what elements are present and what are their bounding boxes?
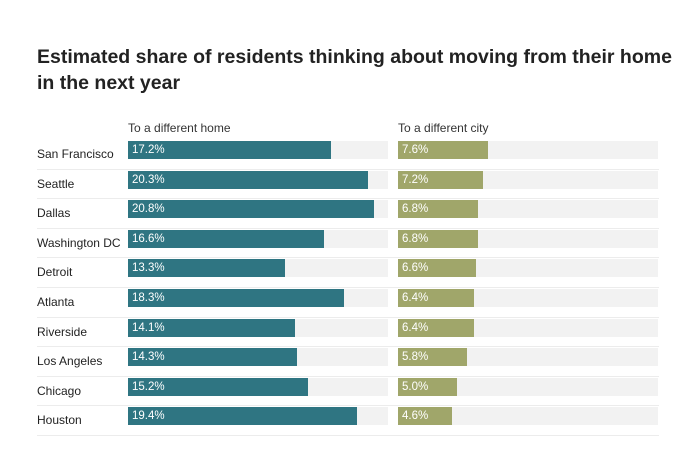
- bar-city: 6.4%: [398, 289, 474, 307]
- bar-track: 15.2%: [128, 377, 388, 396]
- bar-home: 14.1%: [128, 318, 295, 337]
- data-label: 6.4%: [402, 292, 429, 304]
- bar-home: 15.2%: [128, 377, 308, 396]
- category-label: Los Angeles: [37, 354, 103, 369]
- chart-row: Seattle 20.3% 7.2%: [37, 170, 659, 200]
- bar-home: 20.8%: [128, 200, 374, 219]
- chart-row: Atlanta 18.3% 6.4%: [37, 288, 659, 318]
- category-label: Seattle: [37, 176, 75, 191]
- data-label: 6.8%: [402, 203, 429, 216]
- chart-row: Houston 19.4% 4.6%: [37, 406, 659, 436]
- bar-track: 20.3%: [128, 170, 388, 189]
- bar-track: 6.4%: [398, 289, 658, 307]
- chart-row: San Francisco 17.2% 7.6%: [37, 140, 659, 170]
- row-divider: [37, 286, 659, 288]
- row-divider: [37, 346, 659, 348]
- bar-track: 6.8%: [398, 229, 658, 248]
- data-label: 6.8%: [402, 232, 429, 245]
- category-label: Dallas: [37, 206, 71, 221]
- data-label: 17.2%: [132, 144, 165, 156]
- data-label: 15.2%: [132, 380, 165, 393]
- row-divider: [37, 227, 659, 229]
- bar-track: 5.0%: [398, 377, 658, 396]
- data-label: 20.3%: [132, 173, 165, 186]
- data-label: 18.3%: [132, 292, 165, 304]
- bar-track: 6.6%: [398, 259, 658, 278]
- bar-city: 4.6%: [398, 407, 453, 426]
- chart-row: Washington DC 16.6% 6.8%: [37, 229, 659, 259]
- data-label: 7.2%: [402, 173, 429, 186]
- category-label: San Francisco: [37, 147, 114, 161]
- category-label: Washington DC: [37, 235, 121, 250]
- data-label: 16.6%: [132, 232, 165, 245]
- data-label: 14.1%: [132, 321, 165, 334]
- bar-home: 13.3%: [128, 259, 286, 278]
- category-label: Riverside: [37, 324, 88, 339]
- category-label: Atlanta: [37, 295, 75, 309]
- bar-city: 7.6%: [398, 141, 488, 159]
- bar-track: 16.6%: [128, 229, 388, 248]
- data-label: 5.0%: [402, 380, 429, 393]
- column-header-home: To a different home: [128, 121, 231, 135]
- chart-row: Los Angeles 14.3% 5.8%: [37, 347, 659, 377]
- data-label: 6.6%: [402, 262, 429, 275]
- bar-home: 20.3%: [128, 170, 368, 189]
- bar-track: 7.2%: [398, 170, 658, 189]
- row-divider: [37, 168, 659, 170]
- row-divider: [37, 405, 659, 407]
- data-label: 6.4%: [402, 321, 429, 334]
- row-divider: [37, 316, 659, 318]
- bar-track: 5.8%: [398, 348, 658, 367]
- bar-track: 20.8%: [128, 200, 388, 219]
- bar-city: 6.4%: [398, 318, 474, 337]
- bar-home: 14.3%: [128, 348, 297, 367]
- row-divider: [37, 257, 659, 259]
- data-label: 5.8%: [402, 351, 429, 364]
- bar-city: 6.6%: [398, 259, 476, 278]
- chart-row: Detroit 13.3% 6.6%: [37, 258, 659, 288]
- bar-track: 19.4%: [128, 407, 388, 426]
- bar-track: 18.3%: [128, 289, 388, 307]
- column-header-city: To a different city: [398, 121, 489, 135]
- bar-home: 16.6%: [128, 229, 325, 248]
- chart-row: Riverside 14.1% 6.4%: [37, 318, 659, 348]
- bar-track: 14.3%: [128, 348, 388, 367]
- row-divider: [37, 198, 659, 200]
- category-label: Houston: [37, 413, 82, 428]
- bar-city: 7.2%: [398, 170, 484, 189]
- category-label: Detroit: [37, 265, 73, 280]
- chart-title: Estimated share of residents thinking ab…: [37, 46, 672, 94]
- bar-track: 4.6%: [398, 407, 658, 426]
- chart-row: Dallas 20.8% 6.8%: [37, 199, 659, 229]
- bar-home: 18.3%: [128, 289, 345, 307]
- bar-city: 6.8%: [398, 229, 479, 248]
- chart-row: Chicago 15.2% 5.0%: [37, 377, 659, 407]
- row-divider: [37, 375, 659, 377]
- bar-city: 6.8%: [398, 200, 479, 219]
- data-label: 7.6%: [402, 144, 429, 156]
- data-label: 13.3%: [132, 262, 165, 275]
- data-label: 20.8%: [132, 203, 165, 216]
- bar-track: 14.1%: [128, 318, 388, 337]
- bar-track: 7.6%: [398, 141, 658, 159]
- bar-track: 6.4%: [398, 318, 658, 337]
- bar-track: 13.3%: [128, 259, 388, 278]
- bar-city: 5.8%: [398, 348, 467, 367]
- data-label: 14.3%: [132, 351, 165, 364]
- bar-home: 17.2%: [128, 141, 332, 159]
- data-label: 4.6%: [402, 410, 429, 423]
- bar-city: 5.0%: [398, 377, 458, 396]
- bar-track: 6.8%: [398, 200, 658, 219]
- bar-track: 17.2%: [128, 141, 388, 159]
- data-label: 19.4%: [132, 410, 165, 423]
- bar-home: 19.4%: [128, 407, 358, 426]
- row-divider: [37, 434, 659, 436]
- category-label: Chicago: [37, 383, 82, 398]
